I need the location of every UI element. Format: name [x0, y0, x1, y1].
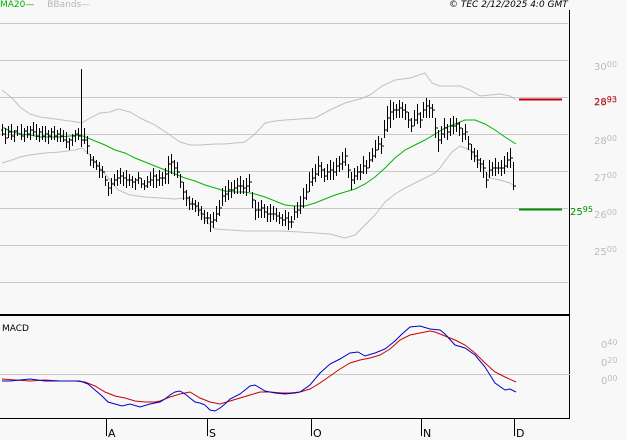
macd-tick-000: 000	[601, 374, 618, 387]
x-axis-months	[106, 419, 515, 436]
macd-tick-020: 020	[601, 356, 618, 369]
macd-tick-040: 040	[601, 338, 618, 351]
legend-bbands-swatch: —	[81, 0, 91, 10]
y-tick-2900: 2900	[594, 96, 617, 109]
legend-bbands: BBands	[47, 0, 82, 10]
resistance-label: 2893	[594, 95, 617, 108]
y-tick-2700: 2700	[594, 171, 617, 184]
x-tick-dec: D	[516, 427, 524, 440]
price-y-axis: 3000 2900 2800 2700 2600 2500	[594, 60, 617, 258]
macd-signal-line	[1, 330, 517, 405]
ma20-line	[1, 119, 517, 207]
y-tick-2600: 2600	[594, 208, 617, 221]
x-tick-sep: S	[209, 427, 216, 440]
copyright-timestamp: © TEC 2/12/2025 4:0 GMT	[449, 0, 568, 10]
macd-title: MACD	[2, 324, 29, 334]
x-tick-nov: N	[423, 427, 431, 440]
y-tick-2800: 2800	[594, 134, 617, 147]
support-label: 2595	[570, 205, 593, 218]
price-bars	[1, 69, 516, 232]
y-tick-2500: 2500	[594, 245, 617, 258]
macd-y-axis: 040 020 000	[601, 338, 618, 387]
legend-ma20: MA20	[0, 0, 26, 10]
x-tick-oct: O	[313, 427, 322, 440]
x-tick-aug: A	[108, 427, 116, 440]
price-gridlines	[0, 23, 568, 283]
y-tick-3000: 3000	[594, 60, 617, 73]
chart-legend: MA20— BBands—	[0, 0, 90, 11]
macd-line	[2, 325, 517, 412]
legend-ma20-swatch: —	[25, 0, 35, 10]
